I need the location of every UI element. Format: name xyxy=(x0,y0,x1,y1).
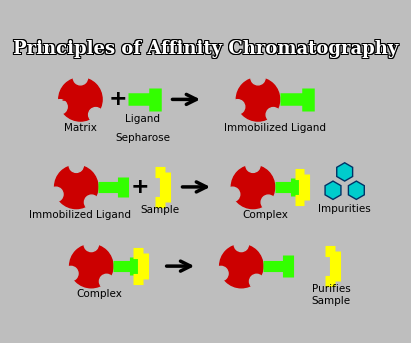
Circle shape xyxy=(261,195,275,209)
Text: Principles of Affinity Chromatography: Principles of Affinity Chromatography xyxy=(12,41,397,59)
Text: Principles of Affinity Chromatography: Principles of Affinity Chromatography xyxy=(14,39,399,57)
Circle shape xyxy=(226,187,240,201)
Text: +: + xyxy=(109,90,127,109)
Circle shape xyxy=(236,78,279,121)
Text: Sepharose: Sepharose xyxy=(62,97,99,102)
Text: Immobilized Ligand: Immobilized Ligand xyxy=(30,210,132,220)
Text: Complex: Complex xyxy=(77,289,122,299)
Circle shape xyxy=(99,274,114,288)
Text: +: + xyxy=(130,177,149,197)
Circle shape xyxy=(64,267,78,281)
Text: Principles of Affinity Chromatography: Principles of Affinity Chromatography xyxy=(12,39,397,57)
Circle shape xyxy=(69,158,83,173)
Circle shape xyxy=(84,237,98,252)
Polygon shape xyxy=(337,163,353,181)
Circle shape xyxy=(231,100,245,114)
Circle shape xyxy=(266,108,280,122)
Circle shape xyxy=(251,71,265,85)
Circle shape xyxy=(249,274,264,288)
Circle shape xyxy=(73,71,88,85)
Text: Immobilized Ligand: Immobilized Ligand xyxy=(224,123,326,133)
Polygon shape xyxy=(349,181,364,199)
Text: Principles of Affinity Chromatography: Principles of Affinity Chromatography xyxy=(13,40,398,58)
Circle shape xyxy=(84,195,99,209)
Circle shape xyxy=(55,165,98,209)
Circle shape xyxy=(231,165,275,209)
Text: Principles of Affinity Chromatography: Principles of Affinity Chromatography xyxy=(13,41,398,59)
Polygon shape xyxy=(325,181,341,199)
Circle shape xyxy=(69,245,113,288)
Text: Complex: Complex xyxy=(242,210,289,220)
Text: Impurities: Impurities xyxy=(318,204,371,214)
Text: Principles of Affinity Chromatography: Principles of Affinity Chromatography xyxy=(12,40,397,58)
Text: Principles of Affinity Chromatography: Principles of Affinity Chromatography xyxy=(13,39,398,57)
Text: Ligand: Ligand xyxy=(125,115,160,125)
Text: Sepharose: Sepharose xyxy=(115,133,171,143)
Circle shape xyxy=(59,78,102,121)
Circle shape xyxy=(49,187,63,201)
Circle shape xyxy=(53,100,67,114)
Circle shape xyxy=(246,158,260,173)
Text: Principles of Affinity Chromatography: Principles of Affinity Chromatography xyxy=(14,40,399,58)
Circle shape xyxy=(234,237,249,252)
Circle shape xyxy=(214,267,228,281)
Text: Matrix: Matrix xyxy=(64,123,97,133)
Text: Sample: Sample xyxy=(140,205,179,215)
Circle shape xyxy=(89,108,103,122)
Text: Purifies
Sample: Purifies Sample xyxy=(312,284,351,306)
Text: Principles of Affinity Chromatography: Principles of Affinity Chromatography xyxy=(14,41,399,59)
Circle shape xyxy=(219,245,263,288)
